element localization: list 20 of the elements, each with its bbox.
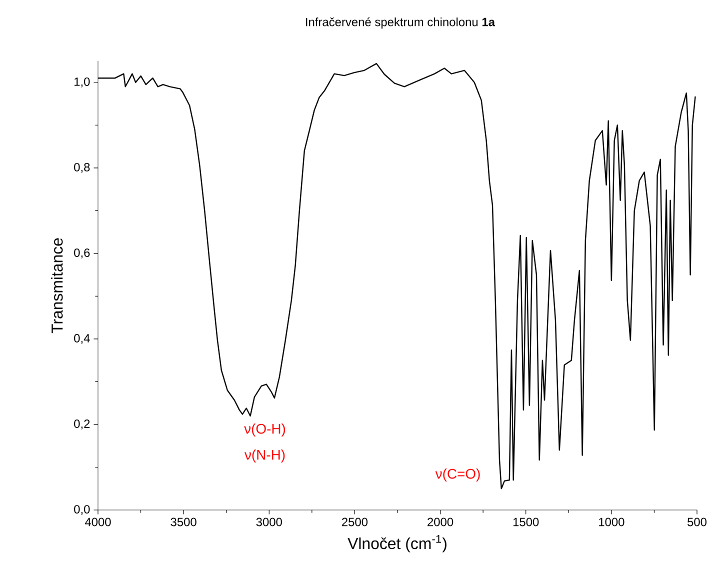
- annotation: ν(N-H): [244, 450, 285, 462]
- x-tick-label: 4000: [84, 518, 111, 526]
- y-tick-label: 1,0: [74, 77, 90, 88]
- x-tick-label: 3000: [256, 518, 282, 526]
- annotation: ν(C=O): [435, 468, 480, 482]
- x-tick-label: 1000: [599, 518, 624, 526]
- y-axis-title: Transmitance: [51, 238, 63, 334]
- y-tick-label: 0,6: [74, 248, 90, 258]
- y-tick-label: 0,2: [74, 420, 90, 430]
- x-tick-label: 2500: [342, 518, 368, 526]
- x-axis-title: Vlnočet (cm$^{-1}$): [348, 535, 446, 552]
- x-tick-label: 3500: [170, 518, 196, 526]
- chart-title: Infračervené spektrum chinolonu 1a: [306, 17, 496, 29]
- y-tick-label: 0,8: [74, 162, 90, 173]
- y-tick-label: 0,4: [74, 334, 90, 344]
- x-tick-label: 500: [688, 518, 707, 526]
- x-tick-label: 2000: [428, 518, 454, 526]
- annotation: ν(O-H): [244, 424, 286, 436]
- x-tick-label: 1500: [513, 518, 539, 526]
- y-tick-label: 0,0: [74, 505, 90, 515]
